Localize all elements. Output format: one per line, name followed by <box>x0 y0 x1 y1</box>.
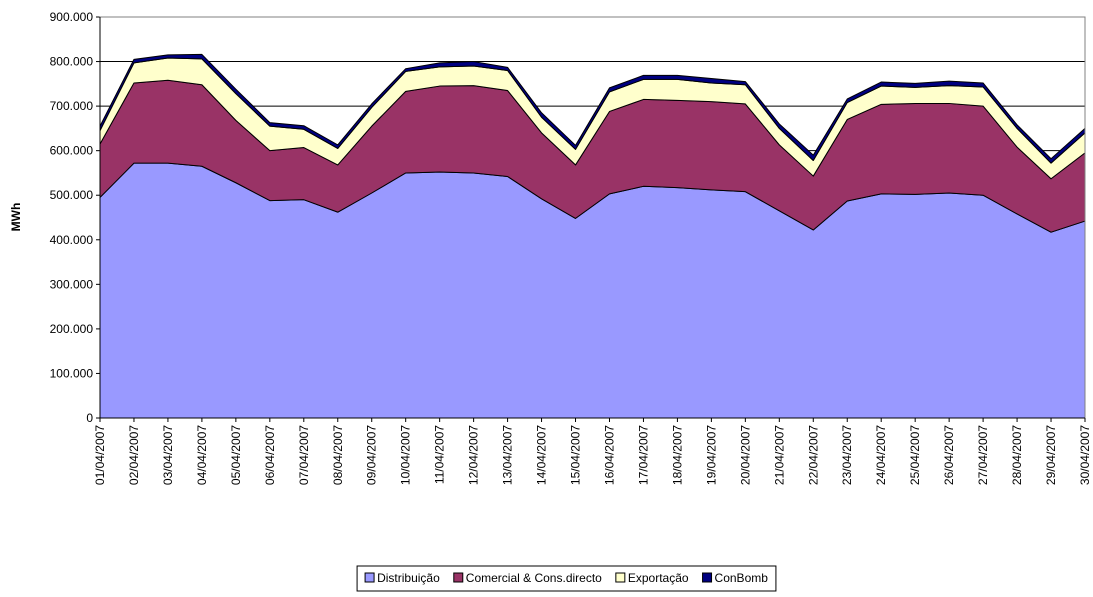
x-tick-label: 02/04/2007 <box>127 425 141 485</box>
legend-swatch <box>615 572 626 583</box>
y-tick-label: 900.000 <box>50 10 94 24</box>
y-tick-label: 500.000 <box>50 188 94 202</box>
x-tick-label: 29/04/2007 <box>1044 425 1058 485</box>
y-tick-label: 200.000 <box>50 322 94 336</box>
y-tick-label: 100.000 <box>50 366 94 380</box>
x-tick-label: 18/04/2007 <box>670 425 684 485</box>
y-tick-label: 300.000 <box>50 277 94 291</box>
x-tick-label: 20/04/2007 <box>738 425 752 485</box>
x-tick-label: 04/04/2007 <box>195 425 209 485</box>
legend-swatch <box>364 572 375 583</box>
x-tick-label: 12/04/2007 <box>467 425 481 485</box>
x-tick-label: 10/04/2007 <box>399 425 413 485</box>
y-tick-label: 0 <box>86 411 93 425</box>
x-tick-label: 07/04/2007 <box>297 425 311 485</box>
legend: Distribuição Comercial & Cons.directo Expo… <box>356 565 777 592</box>
x-tick-label: 01/04/2007 <box>93 425 107 485</box>
x-tick-label: 21/04/2007 <box>772 425 786 485</box>
x-tick-label: 23/04/2007 <box>840 425 854 485</box>
x-tick-label: 15/04/2007 <box>569 425 583 485</box>
x-tick-label: 08/04/2007 <box>331 425 345 485</box>
x-tick-label: 06/04/2007 <box>263 425 277 485</box>
y-tick-label: 600.000 <box>50 144 94 158</box>
x-tick-label: 28/04/2007 <box>1010 425 1024 485</box>
x-tick-label: 14/04/2007 <box>535 425 549 485</box>
x-tick-label: 13/04/2007 <box>501 425 515 485</box>
x-tick-label: 30/04/2007 <box>1078 425 1092 485</box>
y-tick-label: 700.000 <box>50 99 94 113</box>
legend-swatch <box>453 572 464 583</box>
x-tick-label: 17/04/2007 <box>636 425 650 485</box>
legend-label: Exportação <box>628 571 689 585</box>
x-tick-label: 26/04/2007 <box>942 425 956 485</box>
x-tick-label: 24/04/2007 <box>874 425 888 485</box>
y-tick-label: 400.000 <box>50 233 94 247</box>
legend-label: ConBomb <box>715 571 769 585</box>
legend-label: Comercial & Cons.directo <box>466 571 602 585</box>
x-tick-label: 25/04/2007 <box>908 425 922 485</box>
y-axis-label: MWh <box>9 203 23 232</box>
x-tick-label: 03/04/2007 <box>161 425 175 485</box>
legend-label: Distribuição <box>377 571 440 585</box>
x-tick-label: 16/04/2007 <box>602 425 616 485</box>
legend-swatch <box>702 572 713 583</box>
x-tick-label: 19/04/2007 <box>704 425 718 485</box>
x-tick-label: 22/04/2007 <box>806 425 820 485</box>
x-tick-label: 27/04/2007 <box>976 425 990 485</box>
x-tick-label: 11/04/2007 <box>433 425 447 484</box>
x-tick-label: 09/04/2007 <box>365 425 379 485</box>
y-tick-label: 800.000 <box>50 55 94 69</box>
x-tick-label: 05/04/2007 <box>229 425 243 485</box>
